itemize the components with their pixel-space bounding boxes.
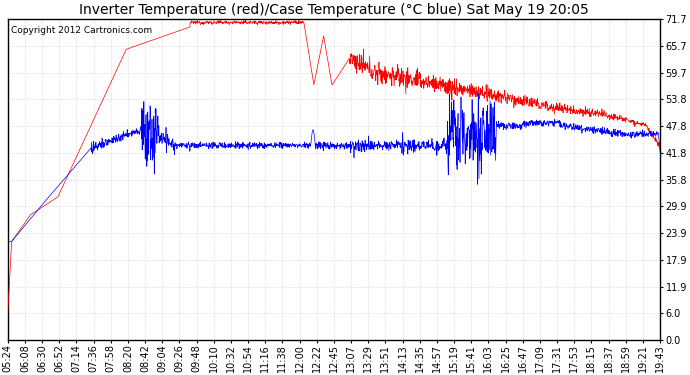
Title: Inverter Temperature (red)/Case Temperature (°C blue) Sat May 19 20:05: Inverter Temperature (red)/Case Temperat… — [79, 3, 589, 17]
Text: Copyright 2012 Cartronics.com: Copyright 2012 Cartronics.com — [11, 26, 152, 35]
